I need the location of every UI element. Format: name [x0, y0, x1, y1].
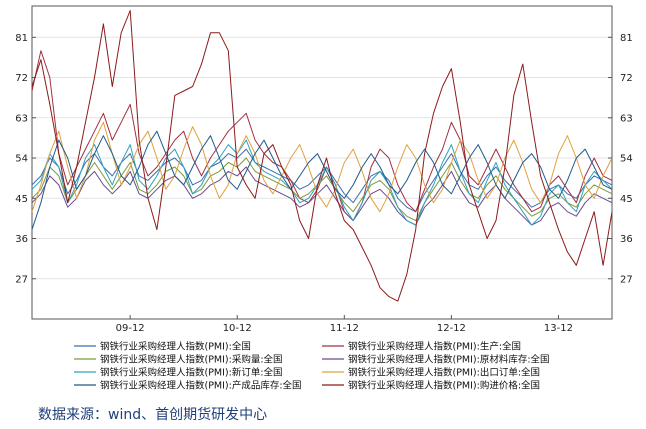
- series-line-1: [31, 50, 613, 222]
- y-tick-label-left: 27: [15, 274, 28, 285]
- legend-label: 钢铁行业采购经理人指数(PMI):购进价格:全国: [348, 380, 540, 392]
- y-tick-label-left: 81: [15, 33, 28, 44]
- x-tick-label: 11-12: [330, 323, 359, 334]
- y-tick-label-left: 45: [15, 194, 28, 205]
- y-tick-label-right: 63: [620, 113, 633, 124]
- legend-label: 钢铁行业采购经理人指数(PMI):新订单:全国: [100, 367, 283, 379]
- series-line-4: [31, 139, 613, 226]
- legend-label: 钢铁行业采购经理人指数(PMI):原材料库存:全国: [348, 354, 550, 366]
- source-note: 数据来源：wind、首创期货研发中心: [38, 407, 268, 423]
- legend-label: 钢铁行业采购经理人指数(PMI):全国: [100, 341, 251, 353]
- x-tick-label: 10-12: [223, 323, 252, 334]
- grid-lines: [32, 36, 612, 280]
- legend: 钢铁行业采购经理人指数(PMI):全国 钢铁行业采购经理人指数(PMI):生产:全…: [74, 341, 550, 392]
- legend-label: 钢铁行业采购经理人指数(PMI):产成品库存:全国: [100, 380, 302, 392]
- y-tick-label-right: 72: [620, 73, 633, 84]
- y-axis-right: 27 36 45 54 63 72 81: [608, 33, 633, 285]
- legend-label: 钢铁行业采购经理人指数(PMI):采购量:全国: [100, 354, 283, 366]
- y-tick-label-right: 81: [620, 33, 633, 44]
- series-line-7: [31, 10, 613, 302]
- series-line-3: [31, 166, 613, 226]
- y-tick-label-left: 54: [15, 154, 28, 165]
- y-tick-label-right: 36: [620, 234, 633, 245]
- legend-label: 钢铁行业采购经理人指数(PMI):出口订单:全国: [348, 367, 540, 379]
- x-tick-label: 13-12: [544, 323, 573, 334]
- y-tick-label-left: 63: [15, 113, 28, 124]
- series-line-6: [31, 130, 613, 230]
- y-tick-label-right: 45: [620, 194, 633, 205]
- x-tick-label: 12-12: [437, 323, 466, 334]
- y-axis-left: 27 36 45 54 63 72 81: [15, 33, 36, 285]
- legend-label: 钢铁行业采购经理人指数(PMI):生产:全国: [348, 341, 521, 353]
- plot-frame: [31, 5, 613, 320]
- y-tick-label-right: 27: [620, 274, 633, 285]
- y-tick-label-right: 54: [620, 154, 633, 165]
- x-tick-label: 09-12: [116, 323, 145, 334]
- y-tick-label-left: 36: [15, 234, 28, 245]
- x-axis: 09-12 10-12 11-12 12-12 13-12: [116, 315, 573, 334]
- series-lines: [31, 10, 613, 302]
- y-tick-label-left: 72: [15, 73, 28, 84]
- series-line-5: [31, 121, 613, 213]
